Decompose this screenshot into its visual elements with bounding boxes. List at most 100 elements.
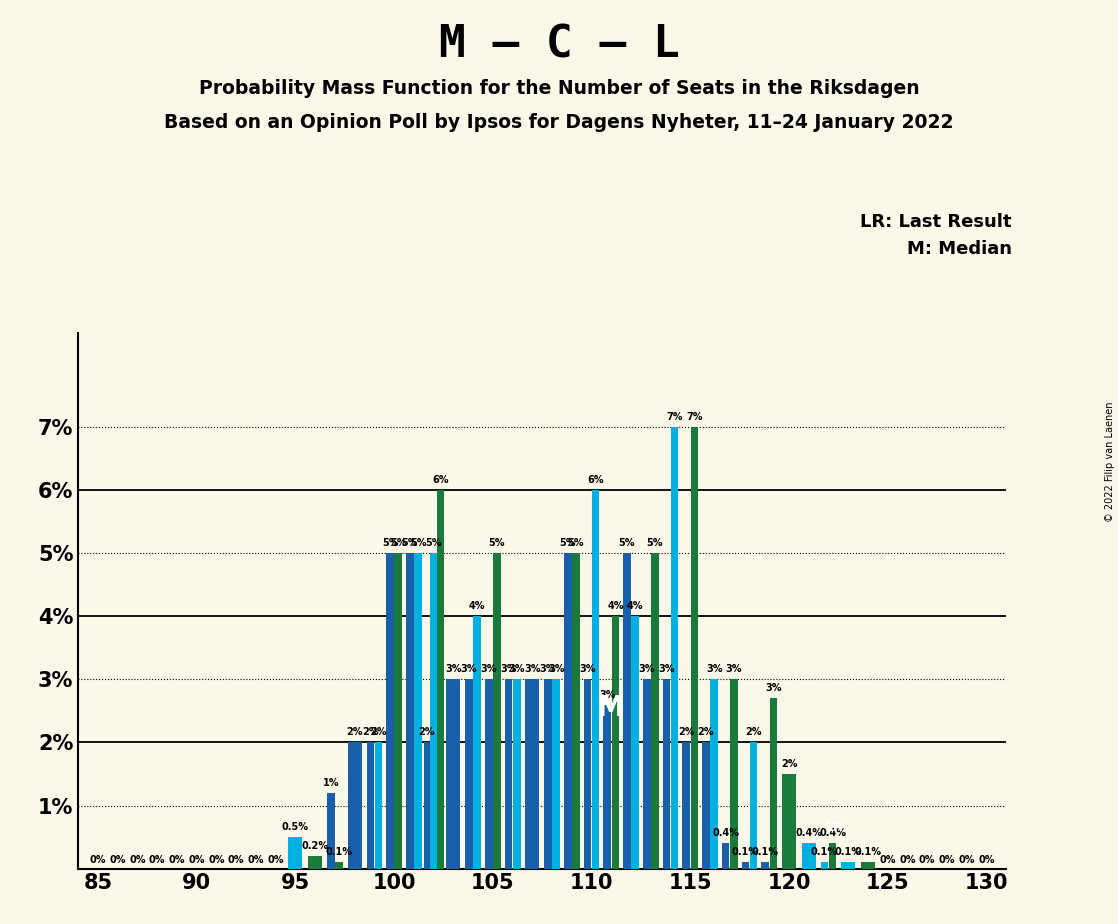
Text: 2%: 2% <box>347 727 363 737</box>
Text: 3%: 3% <box>599 689 616 699</box>
Text: 0%: 0% <box>958 855 975 865</box>
Bar <box>663 679 671 869</box>
Bar <box>395 553 402 869</box>
Text: LR: Last Result: LR: Last Result <box>860 213 1012 230</box>
Bar <box>473 616 481 869</box>
Bar <box>710 679 718 869</box>
Bar <box>643 679 651 869</box>
Text: 5%: 5% <box>618 539 635 548</box>
Text: 0.1%: 0.1% <box>854 847 881 857</box>
Bar <box>702 743 710 869</box>
Text: 0.2%: 0.2% <box>302 841 329 851</box>
Bar <box>485 679 493 869</box>
Text: M – C – L: M – C – L <box>438 23 680 67</box>
Text: 5%: 5% <box>559 539 576 548</box>
Bar <box>761 862 769 869</box>
Text: 0%: 0% <box>267 855 284 865</box>
Text: M: Median: M: Median <box>907 240 1012 258</box>
Bar <box>446 679 461 869</box>
Text: 0.1%: 0.1% <box>835 847 862 857</box>
Bar <box>288 837 302 869</box>
Text: 4%: 4% <box>468 602 485 612</box>
Bar <box>591 491 599 869</box>
Text: 0%: 0% <box>149 855 165 865</box>
Text: M: M <box>597 694 624 722</box>
Bar <box>691 427 699 869</box>
Bar <box>821 862 828 869</box>
Text: 3%: 3% <box>481 664 498 675</box>
Text: 5%: 5% <box>390 539 407 548</box>
Text: 0.5%: 0.5% <box>282 822 309 832</box>
Text: 0%: 0% <box>130 855 145 865</box>
Text: 7%: 7% <box>666 412 683 422</box>
Text: 0%: 0% <box>89 855 106 865</box>
Text: 5%: 5% <box>382 539 398 548</box>
Text: 6%: 6% <box>587 475 604 485</box>
Text: 3%: 3% <box>540 664 557 675</box>
Text: 5%: 5% <box>489 539 505 548</box>
Bar <box>750 743 757 869</box>
Bar <box>504 679 512 869</box>
Text: 0%: 0% <box>228 855 245 865</box>
Text: 5%: 5% <box>425 539 442 548</box>
Bar <box>828 844 836 869</box>
Text: 2%: 2% <box>698 727 714 737</box>
Bar <box>367 743 375 869</box>
Bar <box>430 553 437 869</box>
Text: 3%: 3% <box>726 664 742 675</box>
Text: Probability Mass Function for the Number of Seats in the Riksdagen: Probability Mass Function for the Number… <box>199 79 919 98</box>
Text: 4%: 4% <box>607 602 624 612</box>
Bar <box>328 793 334 869</box>
Text: 3%: 3% <box>524 664 541 675</box>
Bar <box>584 679 591 869</box>
Text: 2%: 2% <box>780 759 797 769</box>
Text: 5%: 5% <box>646 539 663 548</box>
Bar <box>769 699 777 869</box>
Text: 0.4%: 0.4% <box>795 828 822 838</box>
Bar <box>842 862 855 869</box>
Bar <box>730 679 738 869</box>
Bar <box>572 553 580 869</box>
Bar <box>375 743 382 869</box>
Text: 0%: 0% <box>899 855 916 865</box>
Text: 3%: 3% <box>659 664 674 675</box>
Text: 4%: 4% <box>627 602 644 612</box>
Bar <box>632 616 639 869</box>
Text: 2%: 2% <box>362 727 379 737</box>
Text: 3%: 3% <box>548 664 565 675</box>
Text: 6%: 6% <box>433 475 448 485</box>
Bar <box>406 553 414 869</box>
Text: 0%: 0% <box>939 855 955 865</box>
Text: 3%: 3% <box>579 664 596 675</box>
Bar <box>525 679 539 869</box>
Text: 0.1%: 0.1% <box>751 847 778 857</box>
Bar <box>861 862 875 869</box>
Text: 0.1%: 0.1% <box>811 847 837 857</box>
Text: Based on an Opinion Poll by Ipsos for Dagens Nyheter, 11–24 January 2022: Based on an Opinion Poll by Ipsos for Da… <box>164 113 954 132</box>
Bar <box>309 856 322 869</box>
Text: 0.1%: 0.1% <box>732 847 759 857</box>
Text: 2%: 2% <box>370 727 387 737</box>
Bar <box>348 743 361 869</box>
Text: 0.1%: 0.1% <box>325 847 352 857</box>
Text: LR: LR <box>825 821 843 834</box>
Bar <box>437 491 444 869</box>
Text: 0%: 0% <box>110 855 126 865</box>
Text: 3%: 3% <box>638 664 655 675</box>
Text: 5%: 5% <box>401 539 418 548</box>
Bar <box>493 553 501 869</box>
Bar <box>682 743 690 869</box>
Text: 2%: 2% <box>418 727 435 737</box>
Bar <box>783 774 796 869</box>
Bar <box>623 553 631 869</box>
Text: 3%: 3% <box>509 664 525 675</box>
Text: 0%: 0% <box>169 855 186 865</box>
Bar <box>424 743 429 869</box>
Text: 3%: 3% <box>765 683 781 693</box>
Text: 0%: 0% <box>880 855 896 865</box>
Bar <box>612 616 619 869</box>
Text: © 2022 Filip van Laenen: © 2022 Filip van Laenen <box>1106 402 1115 522</box>
Bar <box>741 862 749 869</box>
Bar <box>544 679 552 869</box>
Text: 0%: 0% <box>248 855 264 865</box>
